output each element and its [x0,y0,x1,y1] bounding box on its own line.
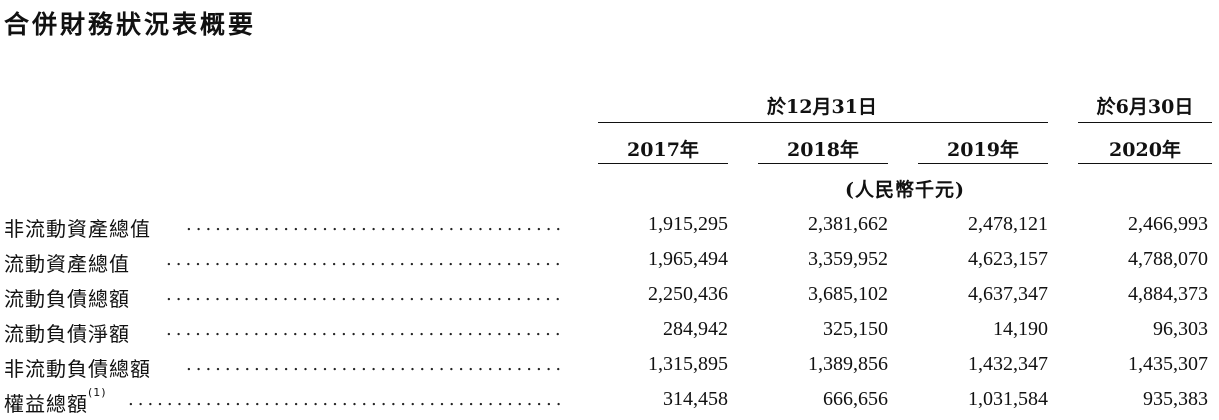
cell-2018: 3,685,102 [808,283,888,305]
year-rule-2019 [918,163,1048,164]
unit-label: (人民幣千元) [845,179,965,201]
cell-2018: 3,359,952 [808,248,888,270]
year-rule-2020 [1078,163,1212,164]
row-label: 流動資產總值 [4,252,130,276]
cell-2019: 4,623,157 [968,248,1048,270]
cell-2020: 935,383 [1143,388,1208,410]
dot-leader: ........................................… [128,389,566,410]
year-header-2020: 2020年 [1109,139,1181,161]
cell-2019: 1,432,347 [968,353,1048,375]
dot-leader: ........................................… [166,249,566,270]
cell-2017: 2,250,436 [648,283,728,305]
dot-leader: ........................................… [186,354,566,375]
header-group-jun30: 於6月30日 [1096,96,1194,118]
cell-2020: 4,884,373 [1128,283,1208,305]
cell-2019: 4,637,347 [968,283,1048,305]
cell-2019: 14,190 [993,318,1048,340]
cell-2020: 1,435,307 [1128,353,1208,375]
cell-2018: 666,656 [823,388,888,410]
row-label: 權益總額(1) [4,386,107,416]
year-rule-2018 [758,163,888,164]
row-label: 流動負債總額 [4,287,130,311]
header-rule-jun30 [1078,122,1212,123]
cell-2017: 284,942 [663,318,728,340]
year-header-2017: 2017年 [627,139,699,161]
page-title: 合併財務狀況表概要 [4,10,257,39]
cell-2017: 314,458 [663,388,728,410]
dot-leader: ........................................… [186,214,566,235]
cell-2020: 96,303 [1153,318,1208,340]
cell-2017: 1,915,295 [648,213,728,235]
row-label: 流動負債淨額 [4,322,130,346]
footnote-marker: (1) [88,386,107,399]
cell-2020: 2,466,993 [1128,213,1208,235]
row-label: 非流動負債總額 [4,357,151,381]
year-header-2018: 2018年 [787,139,859,161]
cell-2018: 1,389,856 [808,353,888,375]
cell-2019: 2,478,121 [968,213,1048,235]
row-label: 非流動資產總值 [4,217,151,241]
dot-leader: ........................................… [166,319,566,340]
cell-2019: 1,031,584 [968,388,1048,410]
cell-2020: 4,788,070 [1128,248,1208,270]
cell-2017: 1,965,494 [648,248,728,270]
cell-2018: 325,150 [823,318,888,340]
cell-2018: 2,381,662 [808,213,888,235]
year-rule-2017 [598,163,728,164]
dot-leader: ........................................… [166,284,566,305]
header-rule-dec31 [598,122,1048,123]
header-group-dec31: 於12月31日 [767,96,877,118]
year-header-2019: 2019年 [947,139,1019,161]
cell-2017: 1,315,895 [648,353,728,375]
